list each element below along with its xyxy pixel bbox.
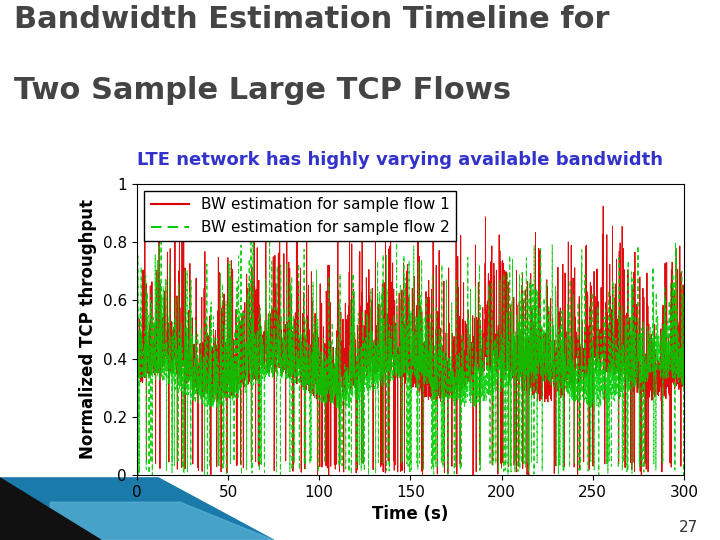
Text: LTE network has highly varying available bandwidth: LTE network has highly varying available… bbox=[137, 151, 663, 169]
Text: 27: 27 bbox=[679, 519, 698, 535]
X-axis label: Time (s): Time (s) bbox=[372, 505, 449, 523]
Text: Two Sample Large TCP Flows: Two Sample Large TCP Flows bbox=[14, 76, 511, 105]
Legend: BW estimation for sample flow 1, BW estimation for sample flow 2: BW estimation for sample flow 1, BW esti… bbox=[145, 191, 456, 241]
Text: Bandwidth Estimation Timeline for: Bandwidth Estimation Timeline for bbox=[14, 5, 610, 35]
Y-axis label: Normalized TCP throughput: Normalized TCP throughput bbox=[79, 199, 97, 460]
